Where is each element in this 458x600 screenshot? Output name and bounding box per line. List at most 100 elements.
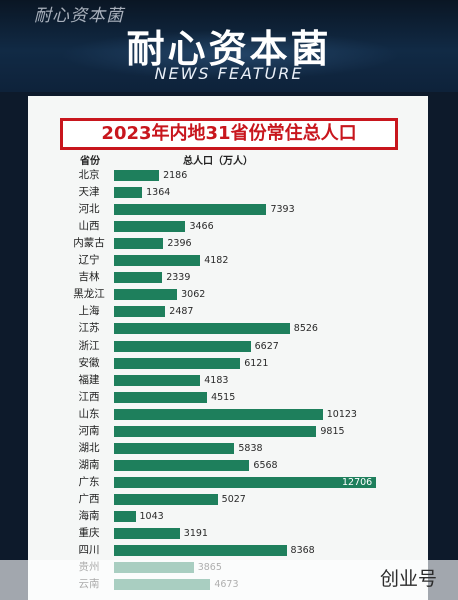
population-value-label: 9815 bbox=[320, 425, 345, 437]
population-value-label: 3466 bbox=[189, 221, 214, 233]
population-bar bbox=[114, 545, 287, 557]
province-label: 北京 bbox=[78, 169, 100, 181]
bar-row: 重庆 3191 bbox=[28, 525, 428, 542]
bar-row: 吉林 2339 bbox=[28, 269, 428, 286]
province-label: 天津 bbox=[78, 186, 100, 199]
bar-chart: 北京 2186 天津 1364 河北 7393 山西 3466 内蒙古 2396 辽宁 4182 吉林 2… bbox=[28, 96, 428, 600]
population-value-label: 2339 bbox=[166, 272, 191, 284]
bar-row: 河北 7393 bbox=[28, 201, 428, 218]
province-label: 安徽 bbox=[78, 356, 100, 369]
bar-row: 福建 4183 bbox=[28, 372, 428, 389]
bar-row: 浙江 6627 bbox=[28, 338, 428, 355]
population-bar bbox=[114, 511, 136, 522]
banner-glow bbox=[60, 30, 400, 80]
province-label: 四川 bbox=[78, 544, 100, 557]
top-watermark: 耐心资本菌 bbox=[34, 6, 124, 26]
bottom-fade-overlay bbox=[0, 560, 458, 600]
province-label: 湖南 bbox=[78, 458, 100, 471]
province-label: 山东 bbox=[78, 407, 100, 420]
population-bar bbox=[114, 459, 250, 471]
population-bar bbox=[114, 374, 201, 386]
province-column-header: 省份 bbox=[80, 156, 100, 167]
province-label: 江苏 bbox=[78, 322, 100, 335]
population-bar bbox=[114, 425, 317, 437]
population-bar bbox=[114, 255, 201, 267]
population-bar bbox=[114, 408, 323, 420]
chart-card: 2023年内地31省份常住总人口 省份 总人口（万人） 北京 2186 天津 1364… bbox=[28, 96, 428, 600]
population-value-label: 2396 bbox=[167, 238, 192, 250]
population-value-label: 4183 bbox=[204, 374, 229, 386]
bar-row: 广东 12706 bbox=[28, 474, 428, 491]
bar-row: 江西 4515 bbox=[28, 389, 428, 406]
bar-row: 山东 10123 bbox=[28, 406, 428, 423]
brand-title: 耐心资本菌 bbox=[126, 27, 332, 71]
bar-row: 黑龙江 3062 bbox=[28, 286, 428, 303]
population-bar bbox=[114, 357, 241, 369]
population-bar bbox=[114, 221, 186, 233]
province-label: 重庆 bbox=[78, 527, 100, 540]
brand-subtitle: NEWS FEATURE bbox=[154, 64, 304, 83]
population-value-label: 2186 bbox=[163, 170, 188, 181]
province-label: 浙江 bbox=[78, 339, 100, 352]
bar-row: 山西 3466 bbox=[28, 218, 428, 235]
population-value-label: 8526 bbox=[293, 323, 318, 335]
province-label: 广西 bbox=[78, 492, 100, 505]
bar-row: 安徽 6121 bbox=[28, 355, 428, 372]
province-label: 福建 bbox=[78, 373, 100, 386]
province-label: 江西 bbox=[78, 390, 100, 403]
population-bar bbox=[114, 476, 376, 488]
population-value-label: 6121 bbox=[244, 357, 269, 369]
province-label: 黑龙江 bbox=[73, 288, 105, 301]
province-label: 山西 bbox=[78, 220, 100, 233]
population-bar bbox=[114, 528, 180, 540]
population-value-label: 8368 bbox=[290, 545, 315, 557]
chart-title: 2023年内地31省份常住总人口 bbox=[101, 123, 357, 144]
population-bar bbox=[114, 306, 166, 318]
province-label: 上海 bbox=[78, 305, 100, 318]
population-value-label: 4515 bbox=[211, 391, 236, 403]
population-value-label: 1364 bbox=[146, 187, 171, 199]
population-value-label: 6627 bbox=[254, 340, 279, 352]
bar-row: 广西 5027 bbox=[28, 491, 428, 508]
population-value-label: 5838 bbox=[238, 442, 263, 454]
population-value-label: 3191 bbox=[183, 528, 208, 540]
population-bar bbox=[114, 391, 208, 403]
bar-row: 内蒙古 2396 bbox=[28, 235, 428, 252]
population-bar bbox=[114, 238, 164, 250]
header-banner: 耐心资本菌 耐心资本菌 NEWS FEATURE bbox=[0, 0, 458, 92]
bar-row: 海南 1043 bbox=[28, 508, 428, 525]
bar-row: 北京 2186 bbox=[28, 167, 428, 184]
population-value-label: 10123 bbox=[326, 408, 357, 420]
bar-row: 辽宁 4182 bbox=[28, 252, 428, 269]
population-bar bbox=[114, 289, 178, 301]
bar-row: 天津 1364 bbox=[28, 184, 428, 201]
population-value-label: 2487 bbox=[169, 306, 194, 318]
bar-row: 湖北 5838 bbox=[28, 440, 428, 457]
population-column-header: 总人口（万人） bbox=[183, 156, 253, 167]
population-bar bbox=[114, 187, 143, 199]
province-label: 河北 bbox=[78, 203, 100, 216]
bottom-watermark: 创业号 bbox=[380, 568, 438, 590]
population-value-label: 6568 bbox=[253, 459, 278, 471]
province-label: 内蒙古 bbox=[73, 237, 105, 250]
population-value-label: 1043 bbox=[139, 511, 164, 522]
population-bar bbox=[114, 272, 163, 284]
province-label: 海南 bbox=[78, 510, 100, 522]
population-value-label: 7393 bbox=[270, 204, 295, 216]
population-value-label: 12706 bbox=[342, 476, 373, 488]
population-bar bbox=[114, 204, 267, 216]
population-bar bbox=[114, 493, 218, 505]
province-label: 广东 bbox=[78, 475, 100, 488]
province-label: 吉林 bbox=[78, 271, 100, 284]
population-bar bbox=[114, 170, 160, 181]
population-value-label: 3062 bbox=[181, 289, 206, 301]
bar-row: 江苏 8526 bbox=[28, 320, 428, 337]
province-label: 湖北 bbox=[78, 441, 100, 454]
population-value-label: 4182 bbox=[204, 255, 229, 267]
province-label: 辽宁 bbox=[78, 254, 100, 267]
bar-row: 四川 8368 bbox=[28, 542, 428, 559]
bar-row: 河南 9815 bbox=[28, 423, 428, 440]
bar-row: 上海 2487 bbox=[28, 303, 428, 320]
population-bar bbox=[114, 442, 235, 454]
bar-row: 湖南 6568 bbox=[28, 457, 428, 474]
